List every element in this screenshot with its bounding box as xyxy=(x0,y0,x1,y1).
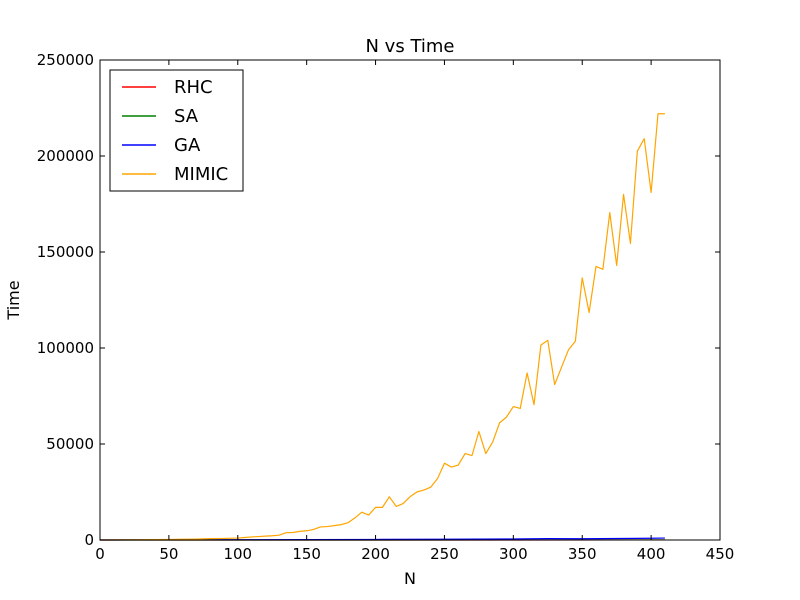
legend-label-mimic: MIMIC xyxy=(174,164,228,185)
legend-label-rhc: RHC xyxy=(174,77,213,98)
legend: RHC SA GA MIMIC xyxy=(109,69,244,192)
x-tick-label: 450 xyxy=(706,545,735,563)
x-tick-label: 50 xyxy=(159,545,178,563)
y-tick-label: 50000 xyxy=(46,435,94,453)
y-tick-label: 0 xyxy=(84,531,94,549)
x-tick-label: 150 xyxy=(292,545,321,563)
series-line-mimic xyxy=(99,113,665,541)
x-tick-label: 200 xyxy=(361,545,390,563)
x-axis-label: N xyxy=(404,569,416,588)
y-tick-label: 250000 xyxy=(37,51,94,69)
y-tick-label: 100000 xyxy=(37,339,94,357)
chart-title: N vs Time xyxy=(366,36,455,57)
x-tick-label: 350 xyxy=(568,545,597,563)
legend-label-sa: SA xyxy=(174,106,199,127)
ticks-layer: 0 50 100 150 200 250 300 350 400 450 0 50000 100000 1… xyxy=(37,51,735,563)
x-tick-label: 100 xyxy=(223,545,252,563)
y-axis-label: Time xyxy=(4,280,23,320)
x-tick-label: 300 xyxy=(499,545,528,563)
x-tick-label: 400 xyxy=(637,545,666,563)
plot-frame xyxy=(99,59,721,541)
x-tick-label: 0 xyxy=(95,545,105,563)
legend-box xyxy=(109,69,244,192)
x-tick-label: 250 xyxy=(430,545,459,563)
y-tick-label: 200000 xyxy=(37,147,94,165)
y-tick-label: 150000 xyxy=(37,243,94,261)
legend-label-ga: GA xyxy=(174,135,201,156)
